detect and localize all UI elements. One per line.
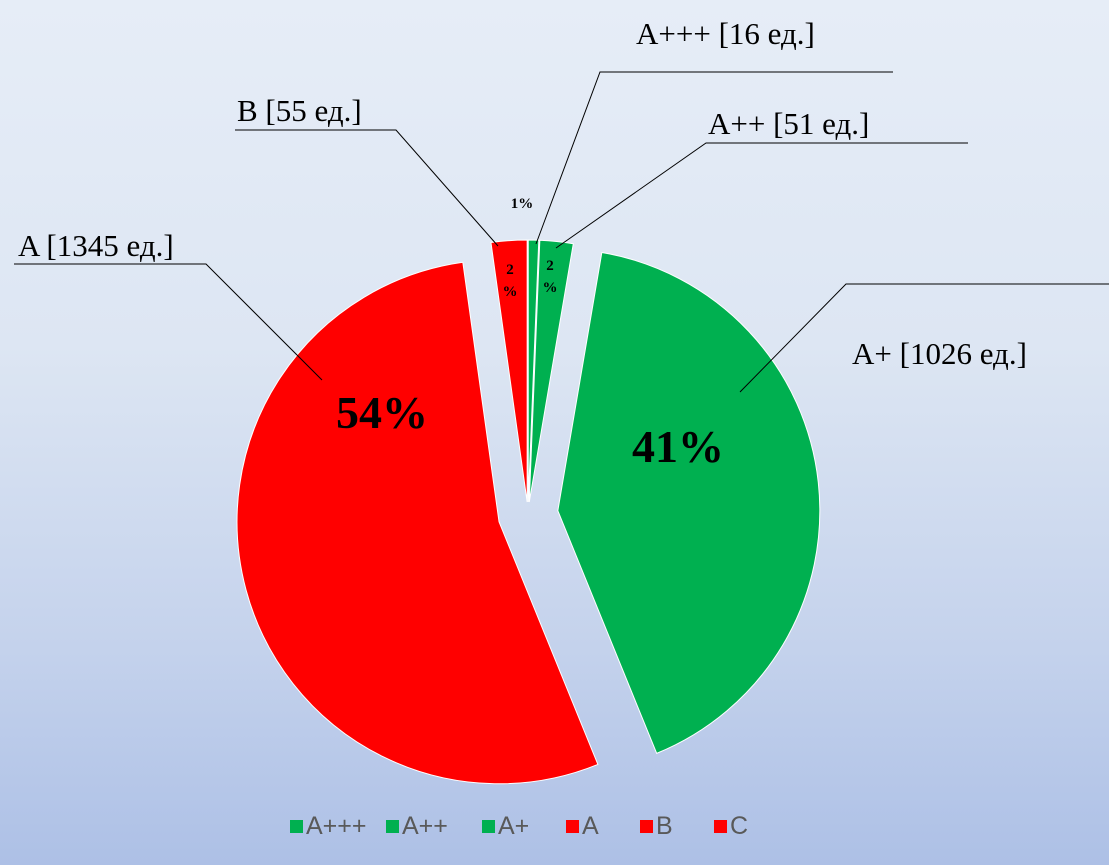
legend-swatch-a xyxy=(566,820,579,833)
pie-slice-b xyxy=(490,239,528,503)
legend-label-appp: A+++ xyxy=(306,812,366,840)
leader-line-appp xyxy=(535,71,893,245)
legend-label-c: C xyxy=(730,812,748,840)
pie-slices xyxy=(236,239,821,785)
leader-line-app xyxy=(555,142,968,249)
legend-label-app: A++ xyxy=(402,812,448,840)
callout-label-appp: A+++ [16 ед.] xyxy=(636,16,815,51)
legend-swatch-appp xyxy=(290,820,303,833)
legend-swatch-b xyxy=(640,820,653,833)
percent-label-appp: 1% xyxy=(511,196,534,212)
percent-label-a: 54% xyxy=(336,387,428,438)
legend-swatch-ap xyxy=(482,820,495,833)
legend-swatch-app xyxy=(386,820,399,833)
callout-label-app: A++ [51 ед.] xyxy=(708,106,869,141)
pie-slice-app xyxy=(528,239,574,503)
pie-slice-appp xyxy=(527,239,540,503)
leader-line-a xyxy=(14,263,323,381)
legend-label-ap: A+ xyxy=(498,812,529,840)
callout-label-ap: A+ [1026 ед.] xyxy=(852,336,1027,371)
legend: A+++ A++ A+ A B C xyxy=(290,812,748,840)
percent-label-b: 2% xyxy=(503,262,518,300)
callout-label-a: A [1345 ед.] xyxy=(18,228,174,263)
legend-swatch-c xyxy=(714,820,727,833)
leader-lines xyxy=(14,71,1109,393)
legend-label-b: B xyxy=(656,812,673,840)
pie-slice-ap xyxy=(557,251,821,755)
legend-label-a: A xyxy=(582,812,599,840)
percent-label-ap: 41% xyxy=(632,421,724,472)
leader-line-ap xyxy=(739,283,1109,393)
data-labels: A+++ [16 ед.] 1% A++ [51 ед.] 2 % A+ [1026 ед… xyxy=(18,16,1027,472)
percent-label-app: 2% xyxy=(543,258,558,296)
callout-label-b: B [55 ед.] xyxy=(237,93,362,128)
leader-line-b xyxy=(235,129,499,247)
pie-slice-a xyxy=(236,261,599,785)
